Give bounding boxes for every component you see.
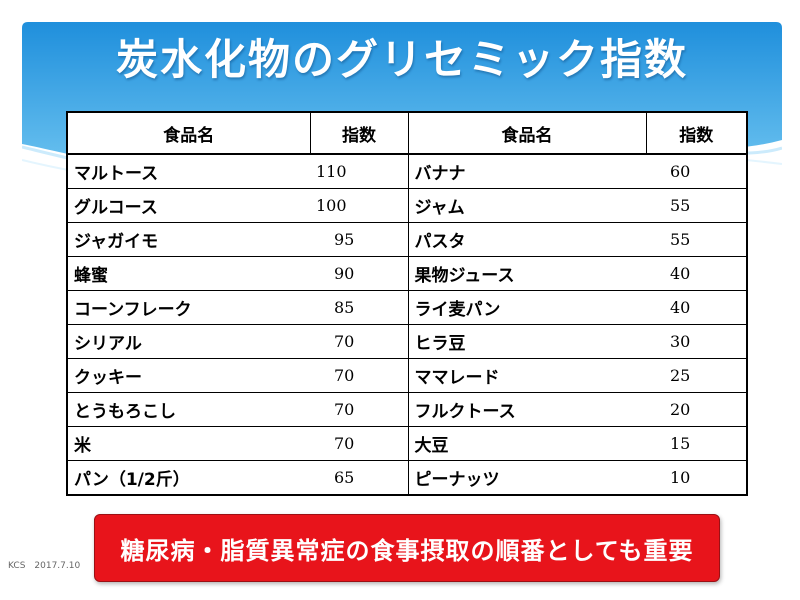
index-value-cell: 10 xyxy=(646,460,747,496)
food-name-cell: 米 xyxy=(67,426,310,461)
food-name-cell: マルトース xyxy=(67,153,310,189)
footer-text: KCS 2017.7.10 xyxy=(8,561,81,571)
glycemic-index-table: 食品名 指数 食品名 指数 マルトース 110 バナナ 60 グルコース 100 ジャム 55… xyxy=(66,111,748,496)
table-row: パン（1/2斤） 65 ピーナッツ 10 xyxy=(67,460,747,496)
food-name-cell: グルコース xyxy=(67,188,310,223)
index-value-cell: 70 xyxy=(310,324,409,359)
food-name-cell: フルクトース xyxy=(408,392,646,427)
food-name-cell: コーンフレーク xyxy=(67,290,310,325)
header-food-name: 食品名 xyxy=(407,111,647,155)
table-row: コーンフレーク 85 ライ麦パン 40 xyxy=(67,290,747,325)
index-value-cell: 55 xyxy=(646,188,747,223)
table-row: ジャガイモ 95 パスタ 55 xyxy=(67,222,747,257)
table-body: マルトース 110 バナナ 60 グルコース 100 ジャム 55 ジャガイモ 95 パスタ 55 蜂蜜… xyxy=(67,153,747,496)
index-value-cell: 40 xyxy=(646,256,747,291)
header-food-name: 食品名 xyxy=(66,111,311,155)
food-name-cell: とうもろこし xyxy=(67,392,310,427)
index-value-cell: 65 xyxy=(310,460,409,496)
food-name-cell: 大豆 xyxy=(408,426,646,461)
note-text: 糖尿病・脂質異常症の食事摂取の順番としても重要 xyxy=(120,536,694,565)
table-row: 米 70 大豆 15 xyxy=(67,426,747,461)
food-name-cell: シリアル xyxy=(67,324,310,359)
table-row: シリアル 70 ヒラ豆 30 xyxy=(67,324,747,359)
table-row: マルトース 110 バナナ 60 xyxy=(67,153,747,189)
index-value-cell: 20 xyxy=(646,392,747,427)
header-index: 指数 xyxy=(309,111,409,155)
index-value-cell: 85 xyxy=(310,290,409,325)
index-value-cell: 15 xyxy=(646,426,747,461)
table-header-row: 食品名 指数 食品名 指数 xyxy=(66,111,748,155)
index-value-cell: 60 xyxy=(646,153,747,189)
food-name-cell: ママレード xyxy=(408,358,646,393)
index-value-cell: 100 xyxy=(310,188,409,223)
index-value-cell: 95 xyxy=(310,222,409,257)
food-name-cell: パン（1/2斤） xyxy=(67,460,310,496)
table-row: とうもろこし 70 フルクトース 20 xyxy=(67,392,747,427)
food-name-cell: ジャガイモ xyxy=(67,222,310,257)
food-name-cell: パスタ xyxy=(408,222,646,257)
index-value-cell: 25 xyxy=(646,358,747,393)
table-row: 蜂蜜 90 果物ジュース 40 xyxy=(67,256,747,291)
table-row: グルコース 100 ジャム 55 xyxy=(67,188,747,223)
index-value-cell: 55 xyxy=(646,222,747,257)
note-banner: 糖尿病・脂質異常症の食事摂取の順番としても重要 xyxy=(94,514,720,582)
food-name-cell: ヒラ豆 xyxy=(408,324,646,359)
food-name-cell: バナナ xyxy=(408,153,646,189)
slide-title: 炭水化物のグリセミック指数 xyxy=(115,35,688,84)
food-name-cell: ジャム xyxy=(408,188,646,223)
index-value-cell: 70 xyxy=(310,358,409,393)
index-value-cell: 70 xyxy=(310,392,409,427)
table-row: クッキー 70 ママレード 25 xyxy=(67,358,747,393)
food-name-cell: 蜂蜜 xyxy=(67,256,310,291)
food-name-cell: 果物ジュース xyxy=(408,256,646,291)
food-name-cell: クッキー xyxy=(67,358,310,393)
header-index: 指数 xyxy=(645,111,748,155)
food-name-cell: ピーナッツ xyxy=(408,460,646,496)
index-value-cell: 30 xyxy=(646,324,747,359)
index-value-cell: 70 xyxy=(310,426,409,461)
food-name-cell: ライ麦パン xyxy=(408,290,646,325)
index-value-cell: 40 xyxy=(646,290,747,325)
index-value-cell: 90 xyxy=(310,256,409,291)
index-value-cell: 110 xyxy=(310,153,409,189)
